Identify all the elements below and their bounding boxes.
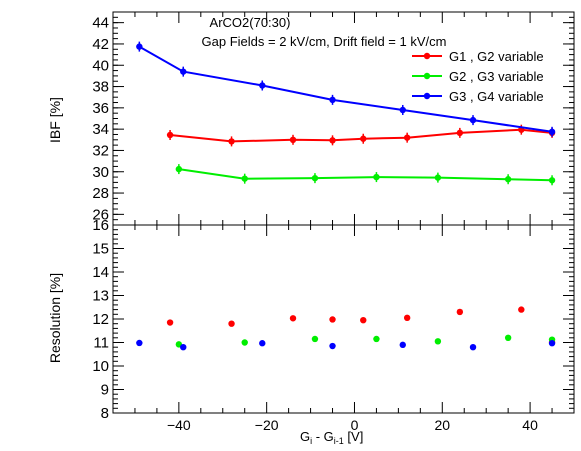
ibf-data-point xyxy=(403,134,411,141)
y-tick-label: 8 xyxy=(101,405,109,422)
resolution-plot-frame: 8 9 10 11 12 13 14 15 16 −40 −20 0 20 40 xyxy=(92,217,575,433)
ibf-data-point xyxy=(329,137,336,144)
y-tick-label: 34 xyxy=(92,121,109,138)
ibf-series xyxy=(136,41,556,186)
resolution-data-point xyxy=(518,306,525,313)
resolution-data-point xyxy=(136,339,143,347)
ibf-series-line xyxy=(178,168,553,182)
y-tick-label: 10 xyxy=(92,358,109,375)
y-tick-label: 11 xyxy=(93,335,109,352)
chart-title: ArCO2(70:30) xyxy=(210,15,291,30)
y-tick-label: 12 xyxy=(92,311,109,328)
resolution-data-point xyxy=(434,338,442,345)
y-tick-label: 36 xyxy=(92,100,109,117)
ibf-data-point xyxy=(399,106,406,114)
ibf-data-point xyxy=(504,176,512,183)
resolution-data-point xyxy=(360,316,367,324)
legend-marker xyxy=(423,92,431,100)
ibf-data-point xyxy=(289,136,297,143)
resolution-data-point xyxy=(166,319,174,326)
ibf-data-point xyxy=(456,129,464,137)
y-tick-label: 42 xyxy=(92,36,109,53)
legend-label: G3 , G4 variable xyxy=(449,89,544,104)
y-tick-label: 40 xyxy=(92,57,109,74)
ibf-data-point xyxy=(166,131,174,139)
resolution-data-point xyxy=(329,316,336,323)
resolution-data-point xyxy=(456,308,464,316)
resolution-data-point xyxy=(241,339,248,346)
ibf-data-point xyxy=(228,138,235,145)
x-tick-label: −20 xyxy=(255,417,279,433)
x-axis-label: Gi - Gi-1 [V] xyxy=(300,429,363,446)
resolution-data-point xyxy=(399,341,406,349)
resolution-series xyxy=(136,306,556,351)
resolution-data-point xyxy=(403,314,411,322)
ibf-data-point xyxy=(373,173,380,181)
resolution-data-point xyxy=(548,340,556,347)
y-tick-label: 30 xyxy=(92,164,109,181)
x-tick-label: 20 xyxy=(434,417,450,433)
y-tick-label: 15 xyxy=(92,241,109,258)
y-tick-label: 38 xyxy=(92,79,109,96)
resolution-data-point xyxy=(311,335,319,343)
legend-marker xyxy=(423,72,431,80)
ibf-data-point xyxy=(548,177,556,184)
y-tick-label: 44 xyxy=(92,15,109,32)
resolution-y-axis-label: Resolution [%] xyxy=(47,273,63,363)
ibf-data-point xyxy=(180,68,187,75)
legend-marker xyxy=(423,52,431,60)
y-tick-label: 9 xyxy=(101,382,109,399)
resolution-data-point xyxy=(469,344,477,351)
resolution-data-point xyxy=(373,335,380,343)
y-tick-label: 28 xyxy=(92,185,109,202)
ibf-data-point xyxy=(434,174,442,181)
ibf-data-point xyxy=(311,174,319,182)
resolution-data-point xyxy=(180,344,187,351)
y-tick-label: 16 xyxy=(92,217,109,234)
resolution-data-point xyxy=(329,342,336,350)
ibf-y-axis-label: IBF [%] xyxy=(47,97,63,143)
ibf-data-point xyxy=(136,43,143,50)
x-tick-label: 40 xyxy=(522,417,538,433)
plot-frame xyxy=(112,224,575,414)
x-tick-label: −40 xyxy=(167,417,191,433)
ibf-data-point xyxy=(259,82,266,89)
x-tick-label: 0 xyxy=(351,417,359,433)
ibf-data-point xyxy=(469,116,477,124)
resolution-data-point xyxy=(289,315,297,322)
chart-subtitle: Gap Fields = 2 kV/cm, Drift field = 1 kV… xyxy=(202,34,447,49)
ibf-data-point xyxy=(329,96,336,104)
resolution-data-point xyxy=(259,340,266,347)
y-tick-label: 26 xyxy=(92,206,109,223)
legend-label: G1 , G2 variable xyxy=(449,49,544,64)
legend: G1 , G2 variable G2 , G3 variable G3 , G4 … xyxy=(412,49,544,104)
ibf-data-point xyxy=(548,128,556,136)
ibf-data-point xyxy=(175,165,183,173)
resolution-data-point xyxy=(504,334,512,341)
y-tick-label: 32 xyxy=(92,142,109,159)
y-tick-label: 14 xyxy=(92,264,109,281)
y-tick-label: 13 xyxy=(92,288,109,305)
ibf-data-point xyxy=(241,175,248,182)
ibf-data-point xyxy=(360,135,367,142)
legend-label: G2 , G3 variable xyxy=(449,69,544,84)
resolution-data-point xyxy=(228,320,235,327)
